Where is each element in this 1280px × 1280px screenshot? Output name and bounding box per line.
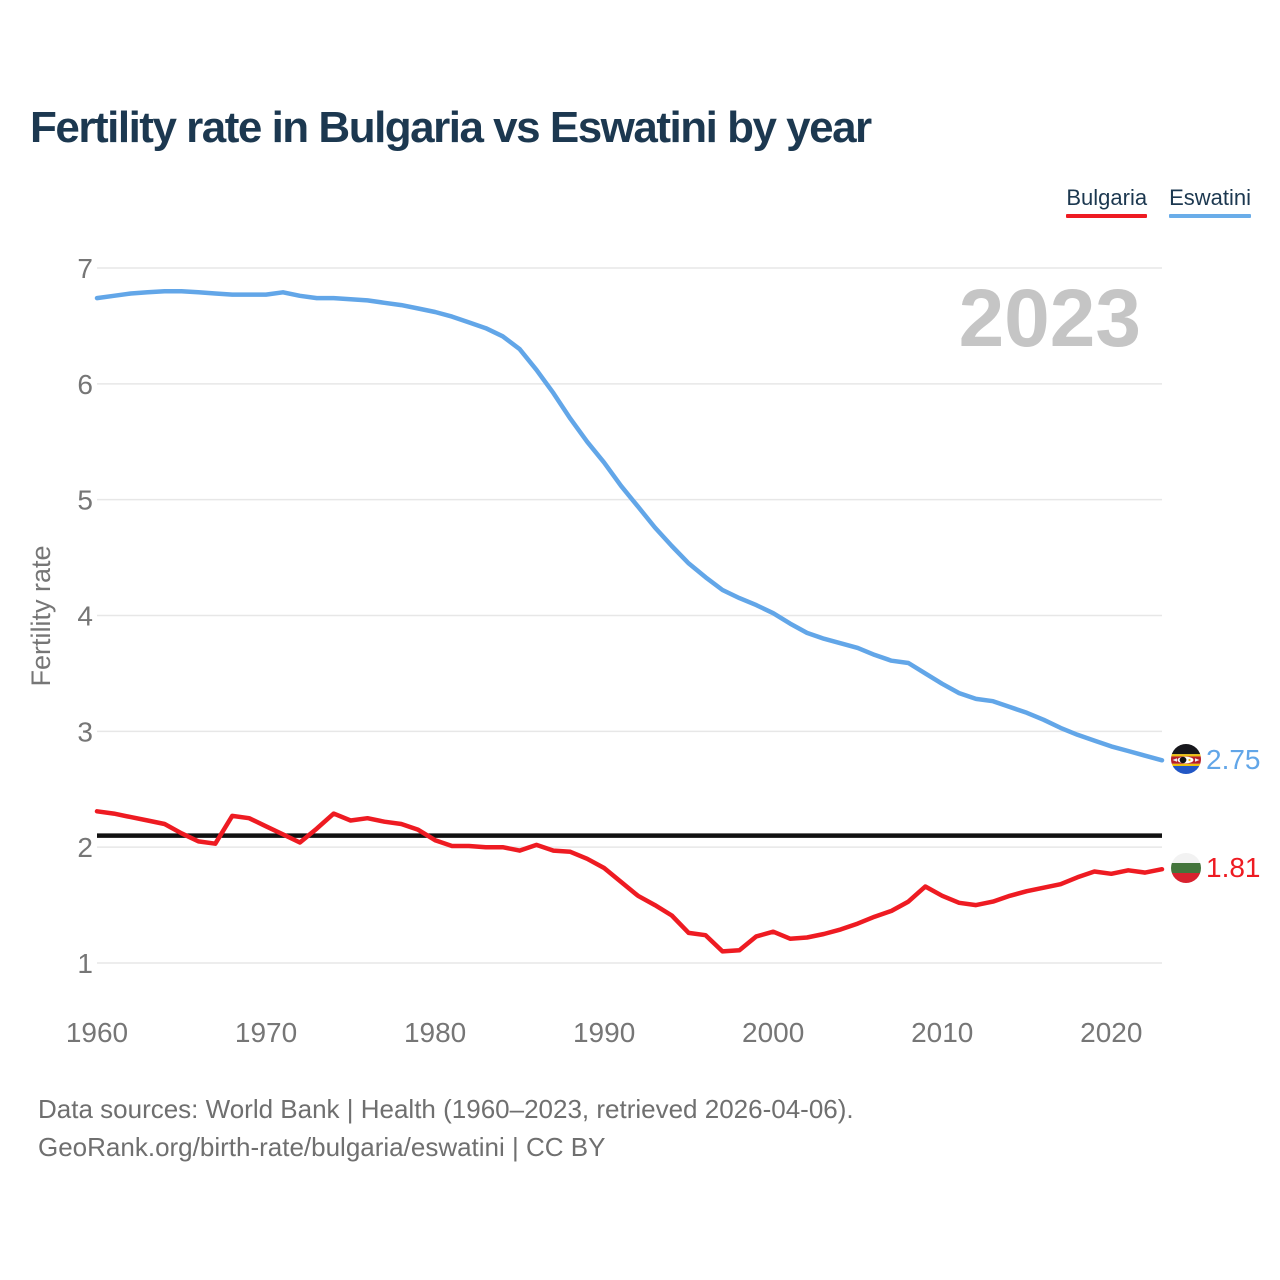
x-tick-2000: 2000	[742, 1017, 804, 1048]
bulgaria-line	[94, 809, 1165, 954]
source-line-1: Data sources: World Bank | Health (1960–…	[38, 1094, 854, 1124]
gridlines: 1 2 3 4 5 6 7 1960 1970 1980 1990 2000 2010 2020	[66, 253, 1162, 1048]
legend-label-bulgaria: Bulgaria	[1066, 185, 1148, 210]
legend-underline-eswatini	[1169, 214, 1251, 218]
legend-label-eswatini: Eswatini	[1169, 185, 1251, 210]
source-note: Data sources: World Bank | Health (1960–…	[38, 1090, 854, 1166]
y-tick-3: 3	[77, 716, 93, 747]
x-tick-1960: 1960	[66, 1017, 128, 1048]
bulgaria-flag-icon	[1171, 853, 1201, 883]
eswatini-flag-icon	[1171, 744, 1201, 774]
y-tick-1: 1	[77, 948, 93, 979]
y-tick-4: 4	[77, 601, 93, 632]
x-tick-1970: 1970	[235, 1017, 297, 1048]
bulgaria-end-value: 1.81	[1206, 852, 1261, 883]
legend-underline-bulgaria	[1066, 214, 1148, 218]
x-tick-2010: 2010	[911, 1017, 973, 1048]
watermark-year: 2023	[959, 273, 1141, 364]
source-line-2: GeoRank.org/birth-rate/bulgaria/eswatini…	[38, 1132, 606, 1162]
page-title: Fertility rate in Bulgaria vs Eswatini b…	[30, 103, 872, 152]
legend: Bulgaria Eswatini	[1066, 186, 1251, 218]
y-tick-6: 6	[77, 369, 93, 400]
series-lines	[94, 288, 1165, 954]
x-tick-2020: 2020	[1080, 1017, 1142, 1048]
legend-item-bulgaria[interactable]: Bulgaria	[1066, 185, 1148, 218]
x-tick-1990: 1990	[573, 1017, 635, 1048]
legend-item-eswatini[interactable]: Eswatini	[1169, 186, 1251, 218]
x-tick-1980: 1980	[404, 1017, 466, 1048]
eswatini-end-value: 2.75	[1206, 744, 1261, 775]
y-tick-5: 5	[77, 485, 93, 516]
y-tick-7: 7	[77, 253, 93, 284]
y-tick-2: 2	[77, 832, 93, 863]
eswatini-line	[94, 288, 1165, 763]
y-axis-title: Fertility rate	[26, 545, 56, 686]
